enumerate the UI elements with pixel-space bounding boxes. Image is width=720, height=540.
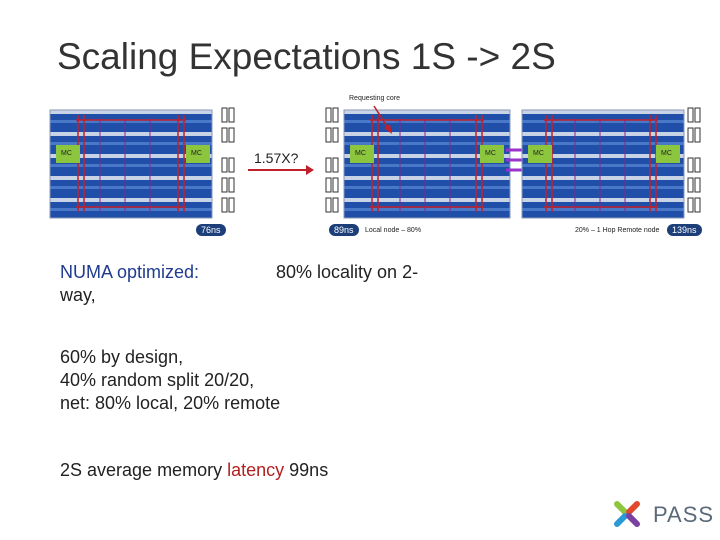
net-line: net: 80% local, 20% remote (60, 393, 281, 413)
pass-logo: PASS (607, 494, 717, 534)
memory-dimms-remote (687, 107, 701, 213)
pass-logo-text: PASS (653, 502, 715, 527)
latency-single-badge: 76ns (196, 224, 226, 236)
mc-label: MC (355, 150, 366, 157)
speedup-label: 1.57X? (254, 150, 299, 166)
mc-label: MC (191, 150, 202, 157)
mc-label: MC (61, 150, 72, 157)
requesting-core-arrow (373, 105, 392, 134)
mc-label: MC (661, 150, 672, 157)
memory-dimms-local (325, 107, 339, 213)
slide-title: Scaling Expectations 1S -> 2S (57, 36, 556, 77)
qpi-link (506, 148, 524, 172)
random-line: 40% random split 20/20, (60, 370, 255, 390)
memory-dimms-single (221, 107, 235, 213)
latency-remote-badge: 139ns (667, 224, 702, 236)
average-latency-line: 2S average memory latency 99ns (60, 459, 328, 481)
mc-label: MC (533, 150, 544, 157)
requesting-core-label: Requesting core (349, 95, 400, 102)
average-prefix: 2S average memory (60, 460, 223, 480)
numa-line-2: way, (60, 285, 96, 305)
design-line: 60% by design, (60, 347, 184, 367)
cpu-die-single (49, 109, 213, 219)
numa-prefix: NUMA optimized: (60, 262, 200, 282)
cpu-diagram (49, 105, 701, 219)
cpu-die-remote (521, 109, 685, 219)
local-node-label: Local node – 80% (365, 227, 422, 234)
latency-local-badge: 89ns (329, 224, 359, 236)
mc-label: MC (485, 150, 496, 157)
numa-suffix: 80% locality on 2- (276, 262, 419, 282)
scaling-arrow (248, 165, 314, 175)
average-value: 99ns (289, 460, 329, 480)
cpu-die-local (343, 109, 511, 219)
pass-logo-icon (614, 501, 640, 527)
average-highlight: latency (227, 460, 285, 480)
numa-line: NUMA optimized: (60, 261, 199, 283)
remote-node-label: 20% – 1 Hop Remote node (575, 227, 660, 234)
